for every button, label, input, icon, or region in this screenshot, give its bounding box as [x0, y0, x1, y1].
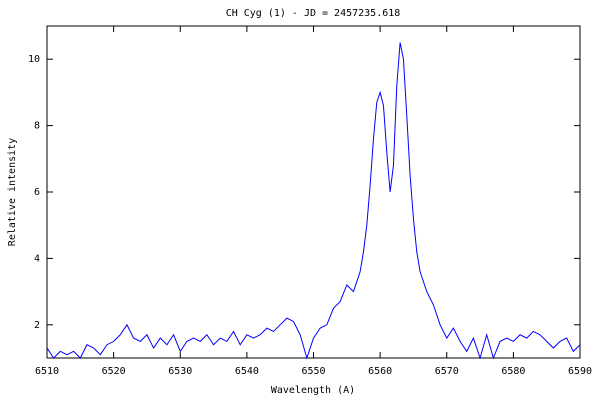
x-tick-label: 6590	[568, 366, 592, 377]
y-tick-label: 2	[34, 320, 40, 331]
x-tick-label: 6570	[435, 366, 459, 377]
y-axis-label: Relative intensity	[7, 138, 18, 246]
x-axis-label: Wavelength (A)	[271, 385, 355, 396]
chart-title: CH Cyg (1) - JD = 2457235.618	[226, 8, 401, 19]
spectrum-line	[46, 42, 581, 360]
y-tick-label: 6	[34, 187, 40, 198]
x-tick-label: 6520	[102, 366, 126, 377]
y-tick-label: 10	[28, 54, 40, 65]
x-tick-label: 6510	[35, 366, 59, 377]
x-tick-label: 6550	[301, 366, 325, 377]
x-tick-label: 6540	[235, 366, 259, 377]
x-tick-label: 6530	[168, 366, 192, 377]
y-tick-label: 4	[34, 253, 40, 264]
x-tick-label: 6560	[368, 366, 392, 377]
plot-frame	[46, 25, 581, 359]
x-tick-label: 6580	[501, 366, 525, 377]
y-tick-label: 8	[34, 121, 40, 132]
